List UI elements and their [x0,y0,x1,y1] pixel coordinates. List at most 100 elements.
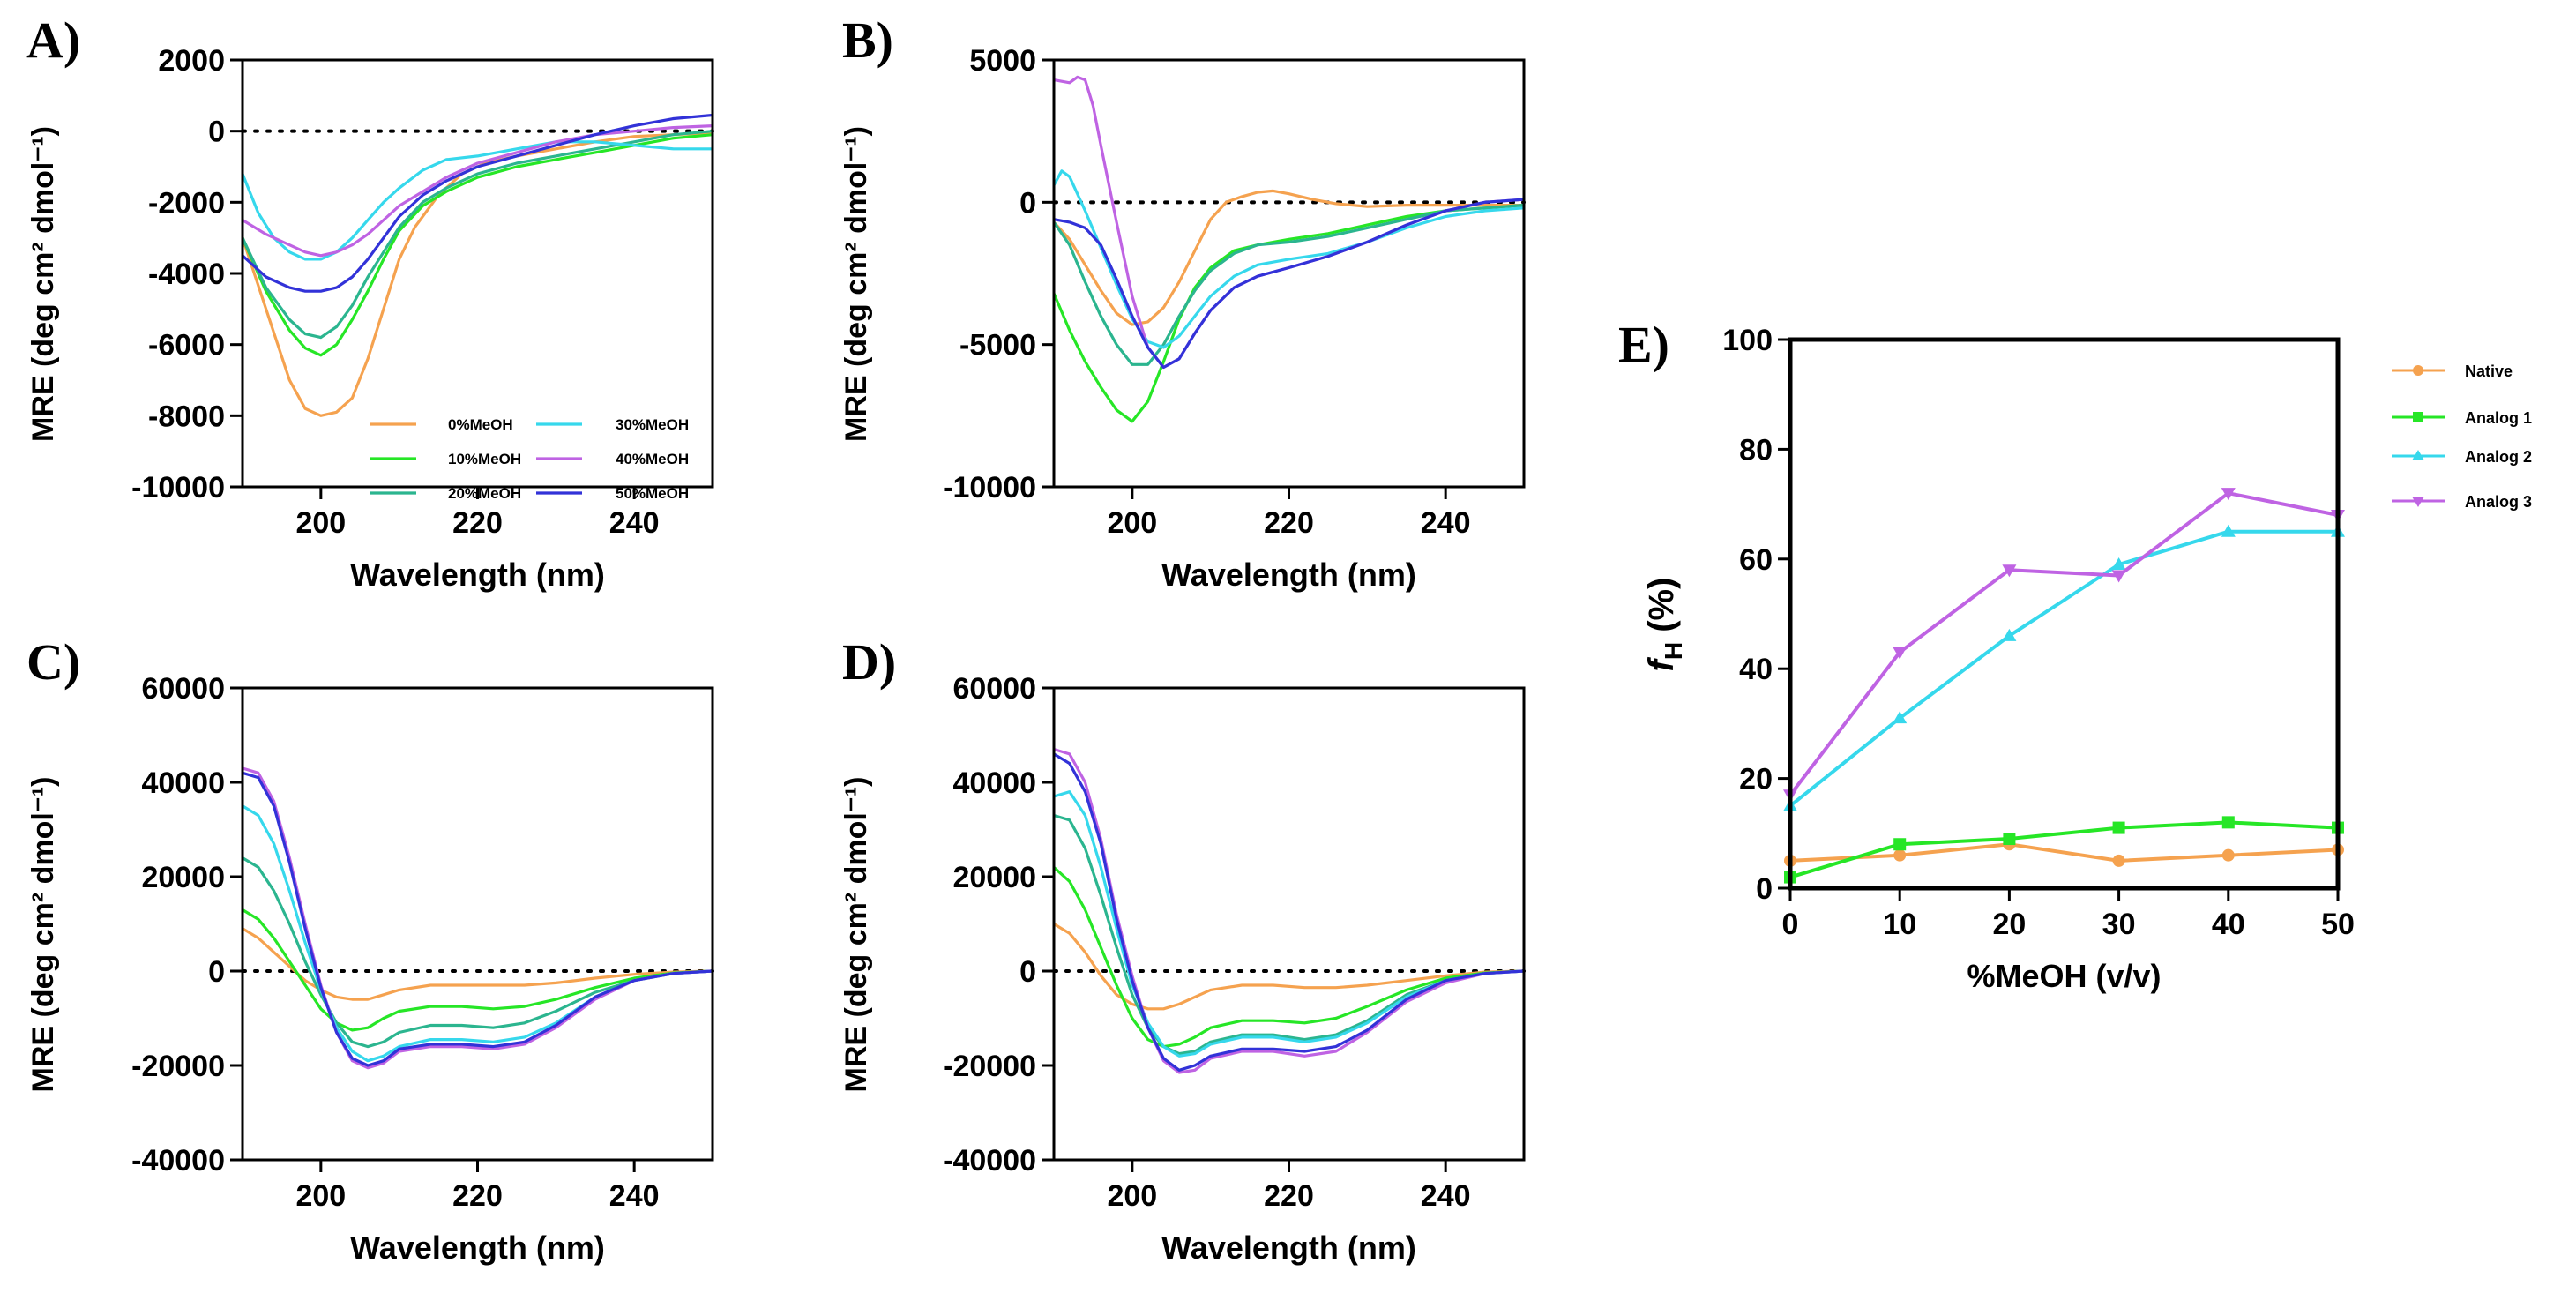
legend-item: Analog 2 [2392,448,2532,466]
y-tick-label: 0 [1019,186,1036,220]
series-line [1052,169,1525,349]
series-20-meoh [241,130,713,340]
series-line [1052,189,1524,326]
x-tick-label: 220 [1264,1179,1314,1213]
series-analog-2 [1783,524,2345,811]
data-point [2221,848,2235,862]
y-tick-label: 0 [208,955,225,989]
series-0-meoh [1052,189,1524,326]
legend-item: 10%MeOH [370,451,521,467]
series-0-meoh [1053,923,1525,1011]
data-point [2003,833,2016,846]
series-40-meoh [1053,75,1525,370]
x-tick-label: 220 [1264,506,1314,540]
y-tick-label: -10000 [131,471,225,504]
legend-label: 40%MeOH [616,451,689,467]
data-point [2112,821,2125,834]
y-tick-label: -8000 [148,400,225,433]
data-point [1893,848,1907,862]
x-tick-label: 200 [295,506,346,540]
y-tick-label: 20000 [141,861,225,894]
y-tick-label: -5000 [959,329,1036,362]
series-line [1789,820,2339,879]
series-10-meoh [1052,204,1525,423]
panel-letter: B) [842,11,893,69]
legend-label: 10%MeOH [448,451,521,467]
y-tick-label: 40 [1739,653,1773,686]
plot-frame [1052,58,1526,489]
y-tick-label: 0 [1756,872,1773,906]
x-tick-label: 240 [609,506,660,540]
y-tick-label: -6000 [148,329,225,362]
data-point [1893,838,1907,851]
panel-d: D) 200 220 240 60000 40000 20000 0 -20000 -40000 W… [840,633,1526,1266]
y-tick-label: -4000 [148,258,225,291]
series-line [1789,842,2339,863]
legend-label: 50%MeOH [616,485,689,502]
y-tick-label: -10000 [943,471,1036,504]
legend-panel-e: Native Analog 1 Analog 2 Analog 3 [2392,362,2532,511]
series-line [242,927,713,1001]
series-line [242,766,713,1070]
y-tick-label: 0 [208,116,225,149]
y-tick-label: -40000 [943,1144,1036,1177]
plot-frame [241,686,714,1162]
series-50-meoh [241,113,713,293]
series-50-meoh [1053,198,1525,370]
legend-panel-a: 0%MeOH 10%MeOH 20%MeOH 30%MeOH 40%MeOH 50%MeO… [370,416,689,502]
panel-letter: E) [1618,316,1669,373]
y-tick-label: 40000 [952,766,1036,800]
legend-item: Analog 3 [2392,493,2532,511]
series-line [1053,923,1525,1011]
panel-letter: C) [26,633,80,691]
y-tick-label: -2000 [148,186,225,220]
series-line [242,804,713,1063]
legend-marker [2413,365,2423,376]
x-tick-label: 200 [1107,1179,1157,1213]
y-tick-label: 60000 [952,672,1036,706]
series-40-meoh [1053,747,1525,1074]
series-line [241,133,713,357]
series-line [1053,198,1525,370]
y-axis-title: MRE (deg cm² dmol⁻¹) [840,777,873,1093]
legend-item: Native [2392,362,2513,380]
y-axis-title-main: f [1642,656,1681,671]
x-axis-title: %MeOH (v/v) [1967,958,2161,994]
plot-frame [1052,686,1526,1162]
panel-letter: D) [842,633,896,691]
y-axis-title: MRE (deg cm² dmol⁻¹) [840,126,873,442]
legend-item: 40%MeOH [536,451,689,467]
y-tick-label: -20000 [943,1050,1036,1083]
series-line [241,130,713,340]
data-point [2111,557,2126,571]
x-tick-label: 240 [609,1179,660,1213]
x-axis-title: Wavelength (nm) [1161,557,1416,593]
y-tick-label: -20000 [131,1050,225,1083]
series-line [1053,813,1525,1056]
y-axis-title-rest: (%) [1642,578,1681,642]
series-20-meoh [1053,813,1525,1056]
x-tick-label: 20 [1992,908,2026,941]
x-axis-title: Wavelength (nm) [350,557,605,593]
x-tick-label: 240 [1421,506,1471,540]
series-analog-3 [1783,488,2345,803]
y-axis-title-sub: H [1660,642,1687,660]
legend-item: Analog 1 [2392,409,2532,427]
legend-item: 30%MeOH [536,416,689,433]
data-point [2221,488,2236,501]
x-tick-label: 220 [452,506,503,540]
y-tick-label: 0 [1019,955,1036,989]
series-line [1053,75,1525,370]
y-tick-label: 5000 [969,44,1036,78]
y-tick-label: 60 [1739,543,1773,577]
panel-a: A) 200 220 240 2000 0 -2000 -4000 -6000 -8000 -100… [26,11,714,593]
series-30-meoh [1052,169,1525,349]
legend-label: Analog 1 [2465,409,2532,427]
series-0-meoh [242,927,713,1001]
series-10-meoh [241,133,713,357]
series-20-meoh [1052,204,1525,366]
series-line [1052,866,1525,1049]
series-line [1788,529,2338,808]
series-10-meoh [1052,866,1525,1049]
